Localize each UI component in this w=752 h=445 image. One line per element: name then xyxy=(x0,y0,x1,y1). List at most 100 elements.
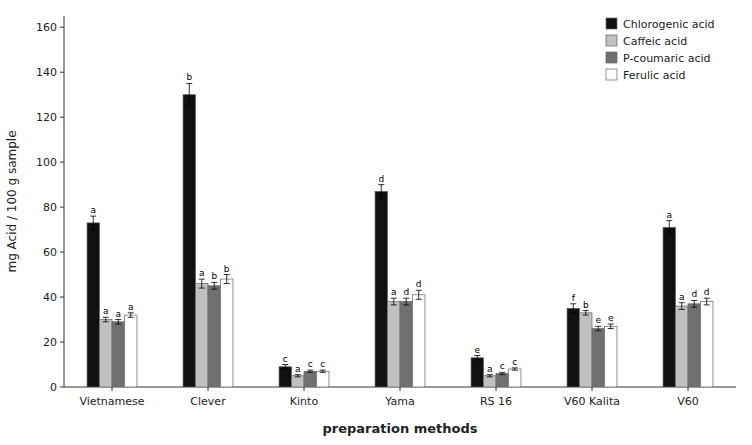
error-bar-stem xyxy=(418,290,419,299)
bar xyxy=(220,279,232,387)
error-bar-cap xyxy=(595,330,601,331)
error-bar xyxy=(570,304,576,313)
error-bar xyxy=(391,298,397,305)
x-tick xyxy=(400,387,401,391)
x-tick-label: Yama xyxy=(384,395,414,408)
error-bar-stem xyxy=(201,279,202,288)
legend-swatch xyxy=(606,18,617,29)
bar-letter: f xyxy=(572,293,576,303)
error-bar-cap xyxy=(704,304,710,305)
error-bar xyxy=(608,324,614,328)
error-bar-stem xyxy=(105,317,106,321)
error-bar-cap xyxy=(403,304,409,305)
legend-swatch xyxy=(606,69,617,80)
error-bar-stem xyxy=(381,185,382,198)
y-tick xyxy=(60,27,64,28)
bar xyxy=(388,302,400,387)
error-bar-cap xyxy=(608,324,614,325)
error-bar xyxy=(499,372,505,374)
bar-letter: a xyxy=(679,292,685,302)
bar xyxy=(400,302,412,387)
bar xyxy=(688,304,700,387)
x-tick-label: RS 16 xyxy=(480,395,512,408)
error-bar-cap xyxy=(474,360,480,361)
bar-letter: c xyxy=(283,354,288,364)
legend-label: Chlorogenic acid xyxy=(623,18,715,31)
error-bar-cap xyxy=(90,229,96,230)
error-bar xyxy=(90,216,96,229)
error-bar-cap xyxy=(416,290,422,291)
y-axis-label: mg Acid / 100 g sample xyxy=(5,130,19,272)
error-bar-cap xyxy=(666,234,672,235)
error-bar-stem xyxy=(585,311,586,315)
bar-letter: a xyxy=(295,364,301,374)
x-tick-label: Clever xyxy=(190,395,226,408)
error-bar-stem xyxy=(285,365,286,369)
error-bar-cap xyxy=(704,298,710,299)
x-tick xyxy=(304,387,305,391)
error-bar xyxy=(199,279,205,288)
bar xyxy=(124,315,136,387)
error-bar-stem xyxy=(393,298,394,305)
error-bar-stem xyxy=(406,298,407,305)
y-tick-label: 100 xyxy=(36,156,57,169)
error-bar-stem xyxy=(669,221,670,234)
error-bar xyxy=(666,221,672,234)
bar xyxy=(700,302,712,387)
bar-letter: a xyxy=(91,205,97,215)
bar xyxy=(196,284,208,387)
legend-swatch xyxy=(606,35,617,46)
bar-letter: a xyxy=(103,306,109,316)
bar xyxy=(375,191,387,387)
error-bar-cap xyxy=(115,324,121,325)
error-bar xyxy=(691,300,697,307)
error-bar-cap xyxy=(679,302,685,303)
error-bar-cap xyxy=(90,216,96,217)
x-tick-label: V60 Kalita xyxy=(564,395,620,408)
error-bar xyxy=(128,313,134,317)
y-tick-label: 120 xyxy=(36,111,57,124)
bar-letter: a xyxy=(115,309,121,319)
x-tick xyxy=(688,387,689,391)
error-bar-cap xyxy=(691,307,697,308)
bar xyxy=(471,358,483,387)
bar xyxy=(279,367,291,387)
bar xyxy=(663,227,675,387)
error-bar-cap xyxy=(103,321,109,322)
legend-label: Caffeic acid xyxy=(623,35,687,48)
y-tick xyxy=(60,297,64,298)
bar-letter: b xyxy=(224,264,230,274)
error-bar-cap xyxy=(512,370,518,371)
legend: Chlorogenic acidCaffeic acidP-coumaric a… xyxy=(606,18,715,82)
y-tick-label: 0 xyxy=(50,381,57,394)
error-bar-stem xyxy=(681,303,682,310)
error-bar-cap xyxy=(570,303,576,304)
error-bar-cap xyxy=(512,367,518,368)
error-bar-cap xyxy=(679,309,685,310)
error-bar-cap xyxy=(211,289,217,290)
bar-letter: b xyxy=(583,300,589,310)
error-bar-stem xyxy=(706,298,707,305)
error-bar-cap xyxy=(115,319,121,320)
bar xyxy=(592,329,604,387)
bar xyxy=(567,308,579,387)
error-bar-stem xyxy=(130,313,131,317)
y-tick-label: 60 xyxy=(43,246,57,259)
bar-letter: a xyxy=(667,210,673,220)
bar xyxy=(580,313,592,387)
bar xyxy=(316,371,328,387)
error-bar xyxy=(595,326,601,330)
y-tick-label: 40 xyxy=(43,291,57,304)
bar-letter: c xyxy=(512,357,517,367)
error-bar-cap xyxy=(295,376,301,377)
error-bar-cap xyxy=(403,298,409,299)
y-axis-line xyxy=(64,16,65,387)
error-bar xyxy=(474,356,480,360)
error-bar-cap xyxy=(499,374,505,375)
error-bar-stem xyxy=(93,216,94,229)
error-bar-stem xyxy=(694,300,695,307)
y-tick xyxy=(60,342,64,343)
error-bar xyxy=(320,370,326,372)
y-tick-label: 20 xyxy=(43,336,57,349)
x-tick xyxy=(496,387,497,391)
